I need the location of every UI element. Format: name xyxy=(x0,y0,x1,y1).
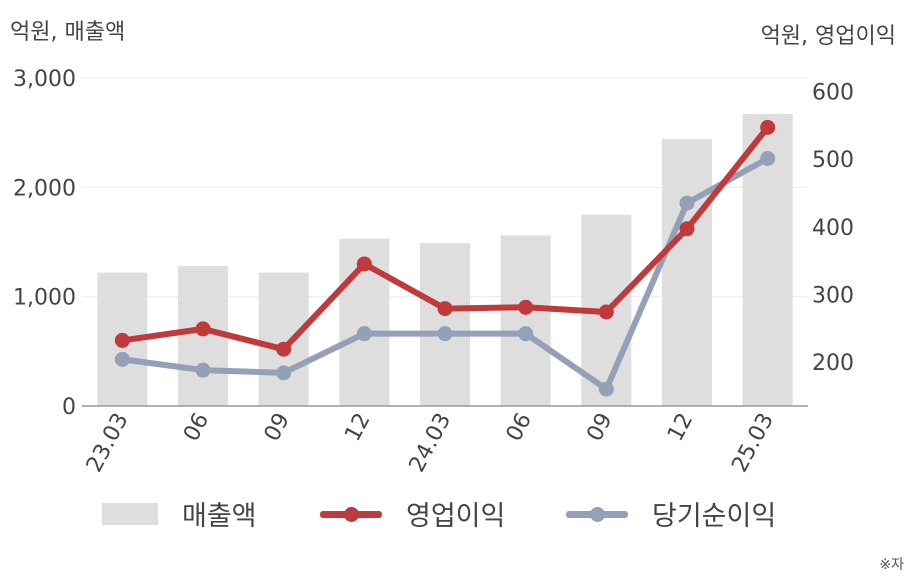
x-tick-label-8: 25.03 xyxy=(727,409,779,476)
legend-item-operating-profit: 영업이익 xyxy=(320,494,505,533)
legend-swatch-revenue xyxy=(102,502,158,525)
point-net-income-4 xyxy=(437,326,453,342)
right-axis-unit-label: 억원, 영업이익 xyxy=(760,24,896,49)
point-operating-profit-1 xyxy=(195,321,211,337)
right-tick-label-4: 600 xyxy=(812,81,854,106)
point-net-income-3 xyxy=(356,326,372,342)
legend-label-net-income: 당기순이익 xyxy=(652,501,777,532)
x-tick-label-7: 12 xyxy=(663,409,698,445)
left-tick-label-0: 0 xyxy=(62,395,76,420)
legend-swatch-operating-profit xyxy=(320,499,382,529)
bar-revenue-5 xyxy=(500,235,551,406)
point-net-income-6 xyxy=(598,381,614,397)
point-net-income-5 xyxy=(518,326,534,342)
footnote: ※자 xyxy=(879,557,904,573)
right-axis-ticks: 200 300 400 500 600 xyxy=(812,81,854,377)
revenue-bars xyxy=(97,114,793,406)
legend-item-net-income: 당기순이익 xyxy=(566,494,776,533)
left-axis-ticks: 0 1,000 2,000 3,000 xyxy=(13,67,76,420)
x-tick-label-5: 06 xyxy=(502,409,537,445)
right-tick-label-0: 200 xyxy=(812,351,854,376)
bar-revenue-4 xyxy=(420,243,470,406)
legend-item-revenue: 매출액 xyxy=(102,494,257,533)
x-tick-label-1: 06 xyxy=(179,409,214,445)
left-axis-unit-label: 억원, 매출액 xyxy=(10,20,126,45)
right-tick-label-2: 400 xyxy=(812,216,854,241)
point-operating-profit-8 xyxy=(760,119,776,135)
legend-label-operating-profit: 영업이익 xyxy=(406,501,506,532)
x-tick-label-4: 24.03 xyxy=(405,409,457,476)
point-net-income-0 xyxy=(114,351,130,367)
right-tick-label-1: 300 xyxy=(812,283,854,308)
x-axis-ticks: 23.03 06 09 12 24.03 06 09 12 25.03 xyxy=(82,409,779,476)
legend-label-revenue: 매출액 xyxy=(182,501,257,532)
point-operating-profit-0 xyxy=(114,332,130,348)
bar-revenue-7 xyxy=(662,139,712,406)
point-operating-profit-4 xyxy=(437,301,453,317)
point-operating-profit-7 xyxy=(679,221,695,237)
legend-swatch-net-income xyxy=(566,499,628,529)
point-operating-profit-3 xyxy=(356,256,372,272)
point-operating-profit-5 xyxy=(518,299,534,315)
left-tick-label-2: 2,000 xyxy=(13,176,76,201)
x-tick-label-0: 23.03 xyxy=(82,409,134,476)
point-operating-profit-2 xyxy=(276,341,292,357)
x-tick-label-6: 09 xyxy=(582,409,617,445)
point-net-income-2 xyxy=(276,365,292,381)
right-tick-label-3: 500 xyxy=(812,148,854,173)
point-net-income-1 xyxy=(195,362,211,378)
profit-lines xyxy=(114,119,776,397)
left-tick-label-3: 3,000 xyxy=(13,67,76,92)
point-net-income-7 xyxy=(679,195,695,211)
left-tick-label-1: 1,000 xyxy=(13,286,76,311)
point-net-income-8 xyxy=(760,150,776,166)
point-operating-profit-6 xyxy=(598,304,614,320)
x-tick-label-2: 09 xyxy=(260,409,295,445)
bar-revenue-2 xyxy=(258,272,309,406)
x-tick-label-3: 12 xyxy=(340,409,375,445)
